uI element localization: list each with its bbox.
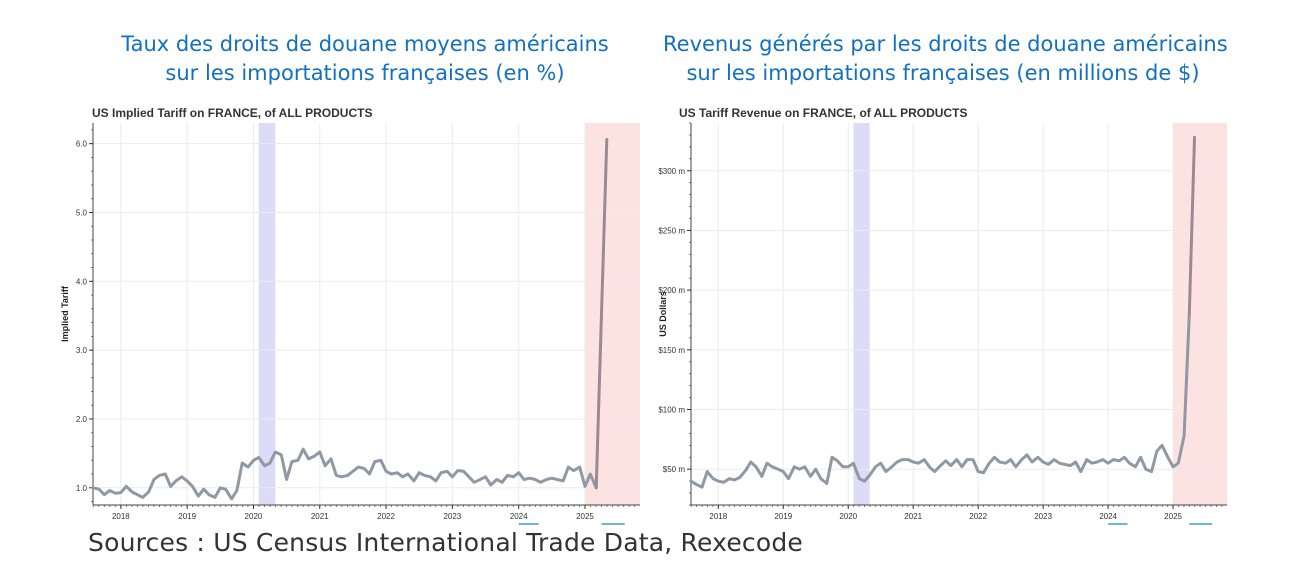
x-tick-label: 2018: [709, 512, 727, 521]
shaded-region-covid: [258, 123, 276, 505]
y-tick-label: 6.0: [76, 140, 88, 149]
x-tick-label: 2022: [969, 512, 987, 521]
series-line: [91, 447, 598, 501]
heading-right-line-1: Revenus générés par les droits de douane…: [663, 32, 1228, 56]
chart-title: US Implied Tariff on FRANCE, of ALL PROD…: [92, 106, 372, 120]
x-tick-label: 2025: [1164, 512, 1182, 521]
y-tick-label: 2.0: [76, 415, 88, 424]
x-tick-label: 2018: [112, 512, 130, 521]
sources-note: Sources : US Census International Trade …: [88, 528, 804, 557]
shaded-region-2025: [584, 123, 640, 505]
chart-implied-tariff: US Implied Tariff on FRANCE, of ALL PROD…: [60, 106, 640, 525]
y-tick-label: $150 m: [658, 346, 685, 355]
chart-panel-tariff-revenue: US Tariff Revenue on FRANCE, of ALL PROD…: [645, 98, 1235, 528]
chart-title: US Tariff Revenue on FRANCE, of ALL PROD…: [679, 106, 967, 120]
x-tick-label: 2020: [245, 512, 263, 521]
y-tick-label: 1.0: [76, 484, 88, 493]
y-tick-label: $300 m: [658, 167, 685, 176]
y-tick-label: $200 m: [658, 286, 685, 295]
heading-left: Taux des droits de douane moyens américa…: [85, 30, 645, 88]
x-tick-label: 2021: [904, 512, 922, 521]
x-tick-label: 2021: [311, 512, 329, 521]
heading-left-line-2: sur les importations françaises (en %): [165, 61, 565, 85]
y-axis-label: Implied Tariff: [60, 285, 70, 342]
y-tick-label: 4.0: [76, 277, 88, 286]
chart-panel-implied-tariff: US Implied Tariff on FRANCE, of ALL PROD…: [58, 98, 648, 528]
x-tick-label: 2024: [1099, 512, 1117, 521]
shaded-region-covid: [853, 123, 870, 505]
heading-right-line-2: sur les importations françaises (en mill…: [686, 61, 1200, 85]
chart-tariff-revenue: US Tariff Revenue on FRANCE, of ALL PROD…: [658, 106, 1227, 525]
x-tick-label: 2024: [510, 512, 528, 521]
series-line: [689, 312, 1191, 489]
series-line-spike: [594, 138, 609, 490]
x-tick-label: 2020: [839, 512, 857, 521]
y-tick-label: $250 m: [658, 226, 685, 235]
y-tick-label: 5.0: [76, 208, 88, 217]
y-tick-label: 3.0: [76, 346, 88, 355]
y-tick-label: $100 m: [658, 406, 685, 415]
x-tick-label: 2025: [576, 512, 594, 521]
x-tick-label: 2023: [1034, 512, 1052, 521]
x-tick-label: 2022: [377, 512, 395, 521]
x-tick-label: 2019: [178, 512, 196, 521]
y-tick-label: $50 m: [663, 465, 686, 474]
heading-left-line-1: Taux des droits de douane moyens américa…: [121, 32, 609, 56]
y-axis-label: US Dollars: [658, 291, 668, 337]
x-tick-label: 2023: [443, 512, 461, 521]
x-tick-label: 2019: [774, 512, 792, 521]
series-line-spike: [1187, 135, 1196, 316]
heading-right: Revenus générés par les droits de douane…: [663, 30, 1228, 88]
